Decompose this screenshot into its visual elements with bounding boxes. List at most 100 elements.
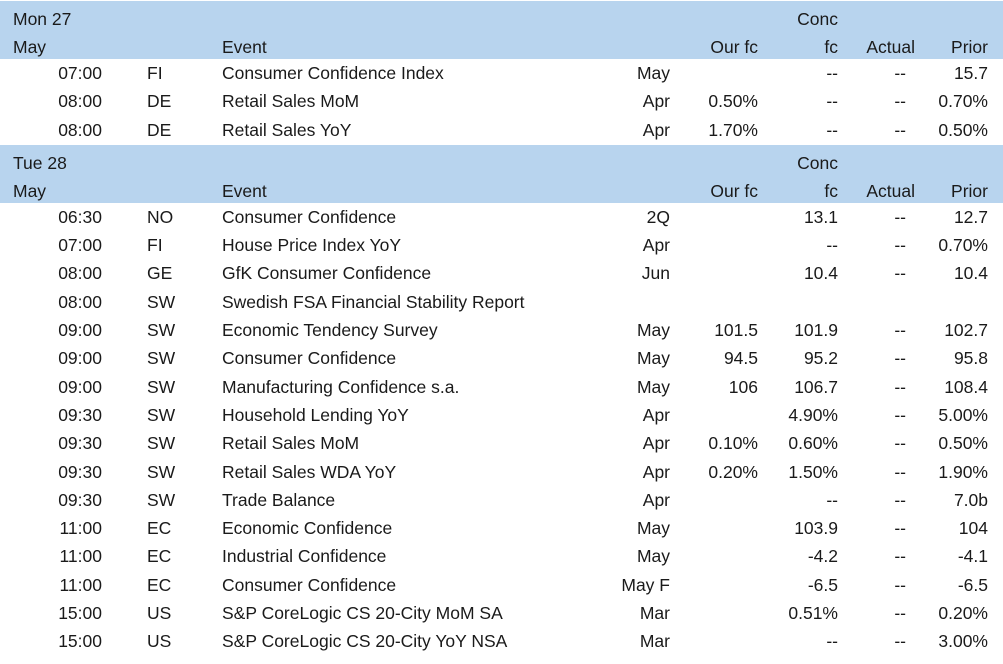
country-cell: SW bbox=[147, 489, 176, 510]
conc-fc-cell: -- bbox=[826, 63, 838, 83]
actual-cell: -- bbox=[894, 603, 906, 624]
table-row: 09:30 SW Household Lending YoY Apr 4.90% -- 5.… bbox=[0, 401, 1003, 429]
column-header-prior: Prior bbox=[951, 37, 988, 57]
conc-fc-cell: 13.1 bbox=[803, 206, 838, 227]
period-cell: May bbox=[636, 320, 670, 341]
period-cell: Apr bbox=[642, 461, 670, 482]
event-cell: Retail Sales MoM bbox=[222, 433, 360, 454]
time-cell: 06:30 bbox=[58, 206, 102, 227]
conc-fc-cell: -6.5 bbox=[807, 574, 838, 595]
conc-fc-cell: -- bbox=[826, 631, 838, 652]
event-cell: Manufacturing Confidence s.a. bbox=[222, 376, 460, 397]
time-cell: 08:00 bbox=[58, 263, 102, 284]
time-cell: 09:30 bbox=[58, 404, 102, 425]
time-cell: 07:00 bbox=[58, 235, 102, 256]
event-cell: S&P CoreLogic CS 20-City MoM SA bbox=[222, 603, 503, 624]
country-cell: FI bbox=[147, 63, 163, 83]
time-cell: 09:00 bbox=[58, 348, 102, 369]
table-row: 15:00 US S&P CoreLogic CS 20-City YoY NSA M… bbox=[0, 627, 1003, 655]
country-cell: DE bbox=[147, 91, 172, 112]
table-row: 06:30 NO Consumer Confidence 2Q 13.1 -- 12.7 bbox=[0, 203, 1003, 231]
table-row: 08:00 GE GfK Consumer Confidence Jun 10.4 -- 1… bbox=[0, 259, 1003, 287]
column-header-conc-fc-line1: Conc bbox=[797, 9, 838, 29]
column-header-our-fc: Our fc bbox=[710, 37, 758, 57]
prior-cell: 0.70% bbox=[938, 91, 988, 112]
event-cell: Consumer Confidence bbox=[222, 206, 397, 227]
country-cell: EC bbox=[147, 574, 172, 595]
actual-cell: -- bbox=[894, 348, 906, 369]
period-cell: Apr bbox=[642, 404, 670, 425]
actual-cell: -- bbox=[894, 546, 906, 567]
country-cell: GE bbox=[147, 263, 173, 284]
column-header-actual: Actual bbox=[866, 180, 915, 201]
time-cell: 11:00 bbox=[59, 546, 103, 567]
conc-fc-cell: -- bbox=[826, 489, 838, 510]
our-fc-cell: 101.5 bbox=[714, 320, 758, 341]
conc-fc-cell: -- bbox=[826, 235, 838, 256]
prior-cell: 0.50% bbox=[938, 119, 988, 140]
country-cell: SW bbox=[147, 461, 176, 482]
event-cell: Consumer Confidence bbox=[222, 348, 397, 369]
table-row: 09:30 SW Retail Sales WDA YoY Apr 0.20% 1.50%… bbox=[0, 458, 1003, 486]
period-cell: Apr bbox=[642, 235, 670, 256]
period-cell: May bbox=[636, 376, 670, 397]
time-cell: 11:00 bbox=[59, 518, 103, 539]
event-cell: Economic Confidence bbox=[222, 518, 393, 539]
actual-cell: -- bbox=[894, 461, 906, 482]
prior-cell: 3.00% bbox=[938, 631, 988, 652]
prior-cell: 12.7 bbox=[953, 206, 988, 227]
country-cell: DE bbox=[147, 119, 172, 140]
prior-cell: 0.20% bbox=[938, 603, 988, 624]
conc-fc-cell: 106.7 bbox=[794, 376, 838, 397]
period-cell: Jun bbox=[641, 263, 670, 284]
period-cell: May bbox=[636, 348, 670, 369]
month-label: May bbox=[13, 180, 47, 201]
period-cell: Apr bbox=[642, 119, 670, 140]
actual-cell: -- bbox=[894, 433, 906, 454]
time-cell: 08:00 bbox=[58, 119, 102, 140]
table-row: 09:30 SW Retail Sales MoM Apr 0.10% 0.60% -- 0.… bbox=[0, 429, 1003, 457]
actual-cell: -- bbox=[894, 263, 906, 284]
table-row: 08:00 DE Retail Sales YoY Apr 1.70% -- -- 0.50% bbox=[0, 116, 1003, 144]
period-cell: May bbox=[636, 518, 670, 539]
event-cell: House Price Index YoY bbox=[222, 235, 402, 256]
actual-cell: -- bbox=[894, 320, 906, 341]
period-cell: 2Q bbox=[646, 206, 670, 227]
our-fc-cell: 106 bbox=[728, 376, 758, 397]
country-cell: FI bbox=[147, 235, 163, 256]
event-cell: Retail Sales MoM bbox=[222, 91, 360, 112]
prior-cell: 95.8 bbox=[953, 348, 988, 369]
conc-fc-cell: 101.9 bbox=[794, 320, 838, 341]
country-cell: US bbox=[147, 631, 172, 652]
actual-cell: -- bbox=[894, 489, 906, 510]
column-header-conc-fc-line2: fc bbox=[824, 37, 838, 57]
column-header-our-fc: Our fc bbox=[710, 180, 758, 201]
event-cell: Retail Sales YoY bbox=[222, 119, 352, 140]
conc-fc-cell: -4.2 bbox=[807, 546, 838, 567]
prior-cell: 0.70% bbox=[938, 235, 988, 256]
country-cell: SW bbox=[147, 433, 176, 454]
day-label: Mon 27 bbox=[13, 9, 72, 29]
conc-fc-cell: 0.60% bbox=[788, 433, 838, 454]
country-cell: NO bbox=[147, 206, 174, 227]
month-label: May bbox=[13, 37, 47, 57]
time-cell: 09:30 bbox=[58, 433, 102, 454]
our-fc-cell: 0.50% bbox=[708, 91, 758, 112]
conc-fc-cell: 1.50% bbox=[788, 461, 838, 482]
actual-cell: -- bbox=[894, 631, 906, 652]
period-cell: May bbox=[636, 63, 670, 83]
table-row: 09:00 SW Economic Tendency Survey May 101.5 1… bbox=[0, 316, 1003, 344]
country-cell: US bbox=[147, 603, 172, 624]
prior-cell: 7.0b bbox=[953, 489, 988, 510]
time-cell: 08:00 bbox=[58, 91, 102, 112]
column-header-conc-fc-line2: fc bbox=[824, 180, 838, 201]
our-fc-cell: 0.20% bbox=[708, 461, 758, 482]
table-row: 09:00 SW Consumer Confidence May 94.5 95.2 -- 9… bbox=[0, 344, 1003, 372]
actual-cell: -- bbox=[894, 518, 906, 539]
our-fc-cell: 0.10% bbox=[708, 433, 758, 454]
event-cell: Swedish FSA Financial Stability Report bbox=[222, 291, 525, 312]
prior-cell: 15.7 bbox=[953, 63, 988, 83]
conc-fc-cell: 0.51% bbox=[788, 603, 838, 624]
day-header-row: Mon 27 May Event Our fc Conc fc Actual Prior bbox=[0, 0, 1003, 59]
